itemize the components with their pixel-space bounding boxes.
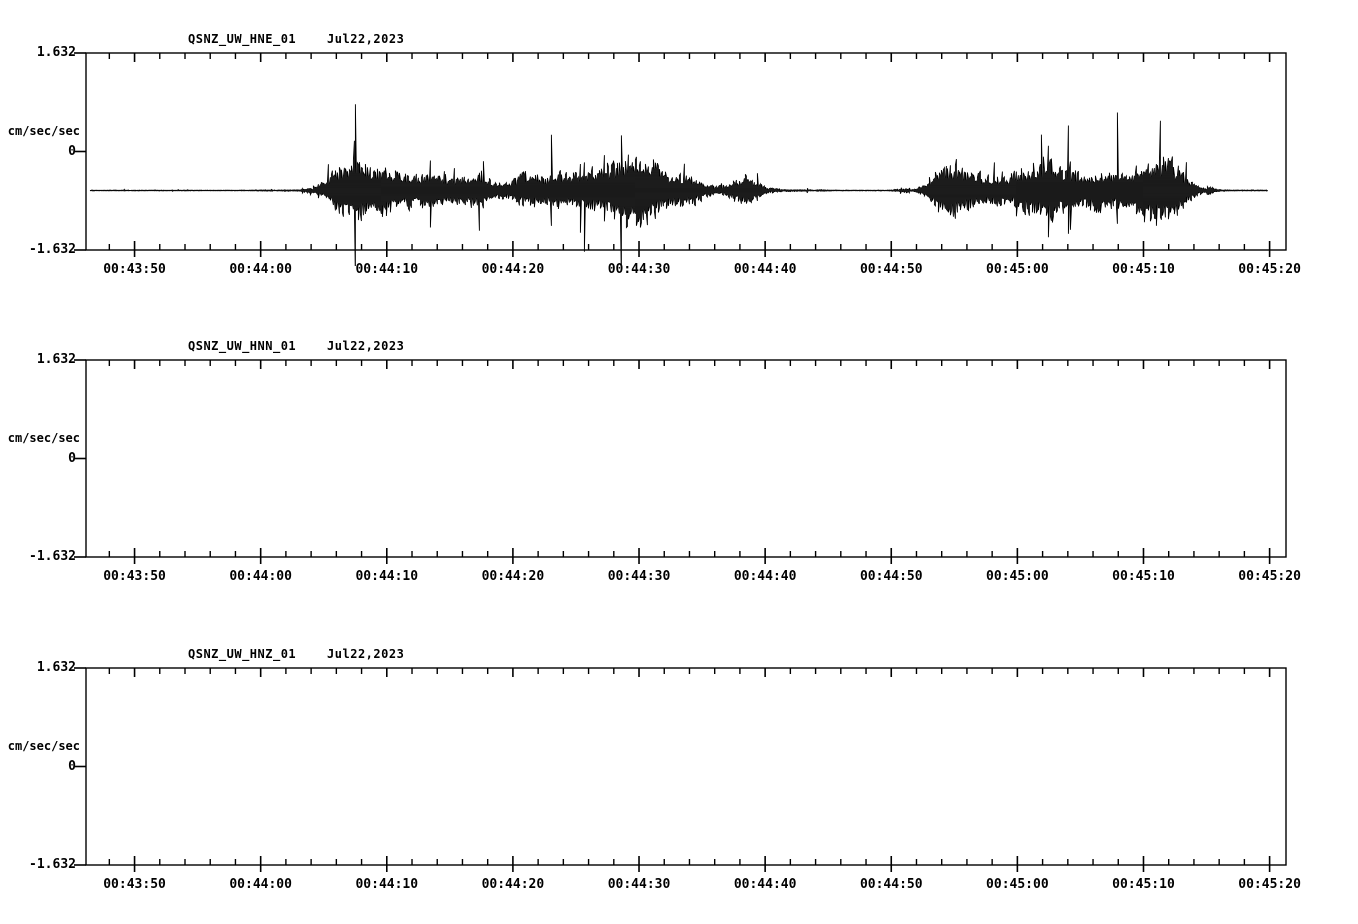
x-axis-tick-label: 00:45:10 bbox=[1112, 569, 1175, 584]
x-axis-tick-label: 00:44:40 bbox=[733, 877, 797, 892]
x-axis-tick-label: 00:44:20 bbox=[481, 262, 545, 277]
x-axis-ticks bbox=[108, 668, 1271, 872]
x-axis-tick-label: 00:45:10 bbox=[1112, 877, 1175, 892]
x-axis-tick-label: 00:44:50 bbox=[859, 569, 923, 584]
plot-frame bbox=[85, 359, 1287, 558]
y-axis-tick-label-zero-hne: 0 bbox=[68, 143, 76, 159]
y-axis-tick-label-max-hnn: 1.632 bbox=[36, 352, 76, 367]
y-axis-units-label-hnz: cm/sec/sec bbox=[7, 738, 80, 753]
plot-frame bbox=[85, 52, 1287, 251]
x-axis-tick-label: 00:44:20 bbox=[481, 569, 545, 584]
y-axis-tick-label-min-hnz: -1.632 bbox=[29, 857, 76, 872]
x-axis-tick-label: 00:44:10 bbox=[355, 569, 419, 584]
x-axis-tick-label: 00:44:30 bbox=[607, 877, 671, 892]
y-axis-tick-label-min-hne: -1.632 bbox=[29, 242, 76, 257]
waveform-trace-hne bbox=[89, 104, 1268, 266]
x-axis-tick-label: 00:44:50 bbox=[859, 262, 923, 277]
x-axis-tick-label: 00:45:10 bbox=[1112, 262, 1175, 277]
y-axis-tick-label-zero-hnn: 0 bbox=[68, 450, 76, 466]
y-axis-tick-label-zero-hnz: 0 bbox=[68, 758, 76, 774]
y-axis-units-label-hnn: cm/sec/sec bbox=[7, 430, 80, 445]
panel-title-hne: QSNZ_UW_HNE_01 Jul22,2023 bbox=[188, 32, 405, 46]
plot-area-hnn bbox=[74, 359, 1287, 564]
x-axis-tick-label: 00:44:10 bbox=[355, 262, 419, 277]
x-axis-tick-label: 00:44:10 bbox=[355, 877, 419, 892]
x-axis-tick-label: 00:45:00 bbox=[986, 877, 1049, 892]
x-axis-tick-label: 00:44:50 bbox=[859, 877, 923, 892]
x-axis-tick-label: 00:45:20 bbox=[1238, 569, 1301, 584]
y-axis-tick-label-max-hnz: 1.632 bbox=[36, 660, 76, 675]
y-axis-ticks bbox=[74, 52, 86, 251]
plot-area-hne bbox=[74, 52, 1287, 266]
x-axis-ticks bbox=[108, 53, 1271, 257]
x-axis-tick-label: 00:45:20 bbox=[1238, 877, 1301, 892]
x-axis-tick-label: 00:44:40 bbox=[733, 262, 797, 277]
x-axis-tick-label: 00:44:40 bbox=[733, 569, 797, 584]
x-axis-tick-label: 00:43:50 bbox=[103, 262, 166, 277]
x-axis-tick-label: 00:43:50 bbox=[103, 569, 166, 584]
x-axis-tick-label: 00:43:50 bbox=[103, 877, 166, 892]
x-axis-tick-label: 00:44:30 bbox=[607, 569, 671, 584]
x-axis-tick-label: 00:44:00 bbox=[229, 569, 292, 584]
y-axis-units-label-hne: cm/sec/sec bbox=[7, 123, 80, 138]
panel-title-hnz: QSNZ_UW_HNZ_01 Jul22,2023 bbox=[188, 647, 405, 661]
x-axis-tick-label: 00:45:00 bbox=[986, 262, 1049, 277]
y-axis-tick-label-max-hne: 1.632 bbox=[36, 45, 76, 60]
y-axis-ticks bbox=[74, 667, 86, 866]
x-axis-tick-label: 00:44:20 bbox=[481, 877, 545, 892]
plot-area-hnz bbox=[74, 667, 1287, 872]
panel-title-hnn: QSNZ_UW_HNN_01 Jul22,2023 bbox=[188, 339, 405, 353]
y-axis-tick-label-min-hnn: -1.632 bbox=[29, 549, 76, 564]
x-axis-tick-label: 00:45:00 bbox=[986, 569, 1049, 584]
x-axis-ticks bbox=[108, 360, 1271, 564]
y-axis-ticks bbox=[74, 359, 86, 558]
x-axis-tick-label: 00:45:20 bbox=[1238, 262, 1301, 277]
x-axis-tick-label: 00:44:00 bbox=[229, 262, 292, 277]
x-axis-tick-label: 00:44:00 bbox=[229, 877, 292, 892]
x-axis-tick-label: 00:44:30 bbox=[607, 262, 671, 277]
plot-frame bbox=[85, 667, 1287, 866]
